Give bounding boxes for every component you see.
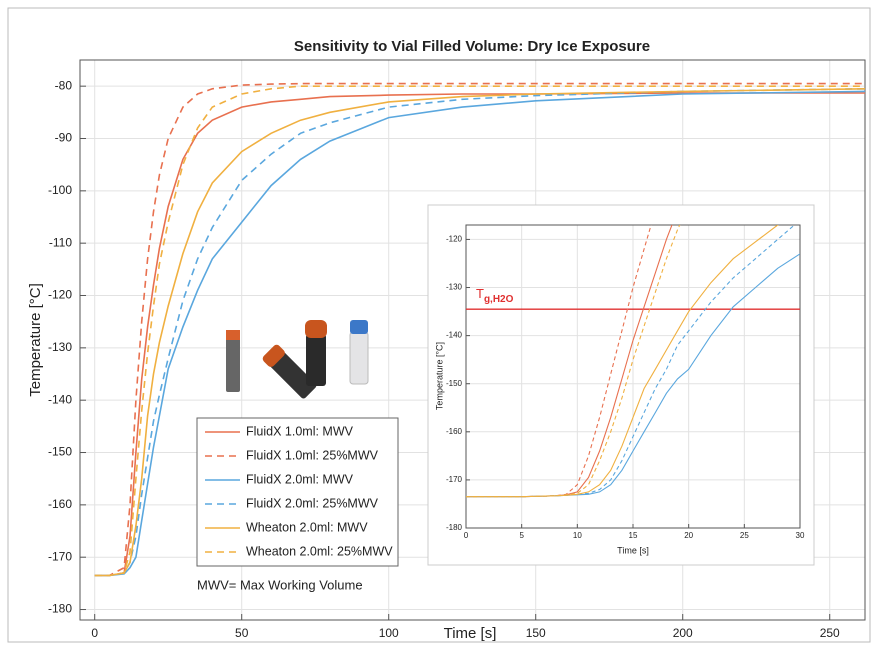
- series-line: [94, 90, 865, 577]
- x-tick-label: 5: [519, 531, 524, 540]
- vial-cap: [305, 320, 327, 338]
- x-tick-label: 20: [684, 531, 693, 540]
- reference-label-main: T: [476, 287, 484, 302]
- x-tick-label: 250: [820, 626, 840, 640]
- y-tick-label: -120: [446, 235, 463, 244]
- vial: [226, 336, 240, 392]
- x-tick-label: 200: [673, 626, 693, 640]
- vial: [267, 350, 317, 399]
- y-tick-label: -110: [49, 235, 72, 249]
- legend-label: FluidX 2.0ml: 25%MWV: [246, 496, 379, 510]
- reference-label: Tg,H2O: [476, 287, 514, 305]
- vial-cap: [226, 330, 240, 340]
- y-tick-label: -90: [55, 131, 73, 145]
- y-axis-label: Temperature [°C]: [27, 283, 44, 397]
- reference-label-sub: g,H2O: [484, 294, 514, 305]
- y-tick-label: -130: [446, 283, 463, 292]
- inset-y-axis-label: Temperature [°C]: [434, 342, 444, 410]
- y-tick-label: -140: [446, 331, 463, 340]
- series-line: [94, 88, 865, 577]
- x-tick-label: 25: [740, 531, 749, 540]
- x-tick-label: 100: [379, 626, 399, 640]
- vial-cap: [262, 344, 285, 367]
- legend-label: FluidX 2.0ml: MWV: [246, 472, 354, 486]
- inset-x-axis-label: Time [s]: [617, 545, 649, 555]
- y-tick-label: -100: [48, 183, 72, 197]
- legend-label: Wheaton 2.0ml: MWV: [246, 520, 368, 534]
- vial-cap: [350, 320, 368, 334]
- x-tick-label: 0: [464, 531, 469, 540]
- x-tick-label: 50: [235, 626, 249, 640]
- legend-label: FluidX 1.0ml: 25%MWV: [246, 448, 379, 462]
- y-tick-label: -180: [446, 523, 463, 532]
- series-line: [466, 225, 673, 498]
- series-line: [94, 82, 865, 577]
- annotation: MWV= Max Working Volume: [197, 577, 363, 592]
- y-tick-label: -120: [48, 288, 72, 302]
- legend-label: FluidX 1.0ml: MWV: [246, 424, 354, 438]
- legend-box: [196, 417, 399, 567]
- vial: [349, 331, 369, 385]
- series-line: [466, 225, 796, 498]
- x-tick-label: 15: [629, 531, 638, 540]
- legend-label: Wheaton 2.0ml: 25%MWV: [246, 544, 393, 558]
- y-tick-label: -180: [48, 602, 72, 616]
- x-tick-label: 10: [573, 531, 582, 540]
- x-tick-label: 150: [526, 626, 546, 640]
- y-tick-label: -170: [446, 475, 463, 484]
- x-tick-label: 30: [796, 531, 805, 540]
- y-tick-label: -160: [48, 497, 72, 511]
- chart-title: Sensitivity to Vial Filled Volume: Dry I…: [294, 38, 650, 55]
- y-tick-label: -140: [48, 392, 72, 406]
- plot-border: [79, 59, 866, 621]
- series-line: [94, 85, 865, 577]
- y-tick-label: -160: [446, 427, 463, 436]
- x-axis-label: Time [s]: [444, 625, 497, 642]
- vial-images: [226, 320, 369, 399]
- vial: [306, 334, 326, 386]
- y-tick-label: -170: [48, 549, 72, 563]
- series-line: [466, 225, 779, 498]
- inset-layer: 0 5 10 15 20 25 30 -180 -170 -160 -150 -140 -130 -120…: [446, 224, 805, 540]
- series-line: [466, 225, 681, 498]
- y-tick-label: -130: [48, 340, 72, 354]
- x-tick-label: 0: [91, 626, 98, 640]
- y-tick-label: -150: [446, 379, 463, 388]
- plot-border: [465, 224, 801, 529]
- y-tick-label: -150: [48, 445, 72, 459]
- y-tick-label: -80: [55, 78, 73, 92]
